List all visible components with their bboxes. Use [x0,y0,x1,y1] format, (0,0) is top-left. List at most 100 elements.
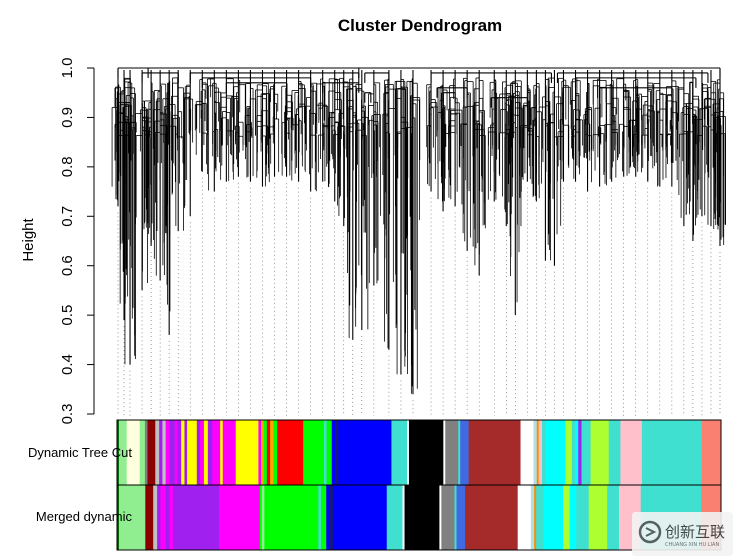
module-color-segment [576,485,590,550]
watermark-logo: 创新互联 CHUANG XIN HU LIAN [632,512,733,556]
module-color-segment [169,485,174,550]
module-color-segment [277,420,304,485]
module-color-segment [323,420,327,485]
module-color-segment [155,420,160,485]
module-color-segment [701,420,722,485]
module-color-segment [169,420,176,485]
module-color-segment [541,420,547,485]
module-color-segment [533,420,538,485]
module-color-segment [200,420,205,485]
row-label-merged-dynamic: Merged dynamic [36,509,133,524]
y-tick-label: 0.6 [59,255,76,276]
module-color-segment [196,420,201,485]
y-tick-label: 0.8 [59,156,76,177]
module-color-segment [117,485,120,550]
module-color-segment [165,485,171,550]
module-color-segment [144,420,148,485]
module-color-segment [331,420,336,485]
module-color-segment [441,485,455,550]
module-color-segment [126,420,141,485]
module-color-segment [235,420,259,485]
y-tick-label: 0.5 [59,305,76,326]
module-color-segment [402,485,405,550]
module-color-segment [270,420,274,485]
module-color-segment [520,420,534,485]
y-tick-label: 1.0 [59,58,76,79]
module-color-segment [303,420,325,485]
module-color-segment [465,485,519,550]
module-color-segment [536,485,544,550]
module-color-segment [160,485,167,550]
module-color-segment [218,485,253,550]
module-color-segment [177,420,182,485]
module-color-segment [258,420,262,485]
module-color-segment [607,485,620,550]
module-color-segment [454,485,457,550]
module-color-segment [545,420,566,485]
module-color-segment [222,420,237,485]
y-tick-label: 0.7 [59,206,76,227]
y-tick-label: 0.3 [59,404,76,425]
module-color-segment [404,485,440,550]
module-color-segment [386,485,403,550]
module-color-segment [259,485,263,550]
module-color-segment [590,420,610,485]
module-color-segment [620,420,643,485]
y-tick-label: 0.9 [59,107,76,128]
module-color-segment [391,420,408,485]
module-color-segment [117,420,120,485]
module-color-segment [575,420,579,485]
module-color-segment [445,420,459,485]
module-color-segment [571,420,576,485]
module-color-segment [264,485,319,550]
module-color-segment [460,420,470,485]
module-color-segment [181,420,185,485]
module-color-segment [139,420,146,485]
module-color-segment [439,485,442,550]
module-color-segment [172,485,220,550]
module-color-segment [608,420,621,485]
module-color-segment [581,420,591,485]
module-color-segment [187,420,198,485]
watermark-swirl-icon [638,520,662,544]
watermark-subtext: CHUANG XIN HU LIAN [665,542,719,548]
module-color-segment [641,420,702,485]
module-color-segment [318,485,322,550]
module-color-segment [207,420,213,485]
module-color-segment [251,485,261,550]
module-color-segment [174,420,178,485]
watermark-background [632,512,733,556]
module-color-segment [538,420,543,485]
module-color-segment [184,420,188,485]
dendrogram-tree [111,67,726,395]
module-color-segment [118,485,146,550]
y-tick-label: 0.4 [59,354,76,375]
module-color-segment [468,420,521,485]
module-color-segment [220,420,224,485]
module-color-segment [578,420,582,485]
row-label-dynamic-tree-cut: Dynamic Tree Cut [28,445,132,460]
module-color-segment [263,420,268,485]
leaf-dotted-lines [117,177,721,416]
module-color-segment [326,485,330,550]
module-color-segment [334,420,339,485]
module-color-segment [326,420,333,485]
y-axis-label: Height [20,217,37,261]
module-color-segment [153,485,158,550]
module-color-segment [159,420,163,485]
module-color-segment [157,485,161,550]
module-color-segment [569,485,577,550]
module-color-segment [530,485,535,550]
module-color-segment [517,485,532,550]
module-color-segment [261,485,265,550]
module-color-segment [458,420,461,485]
module-color-segment [565,420,573,485]
module-color-segment [273,420,278,485]
module-color-segment [329,485,334,550]
module-color-segment [332,485,388,550]
module-color-segment [145,485,154,550]
module-color-segment [118,420,128,485]
module-color-segment [162,420,167,485]
module-color-segment [536,420,540,485]
